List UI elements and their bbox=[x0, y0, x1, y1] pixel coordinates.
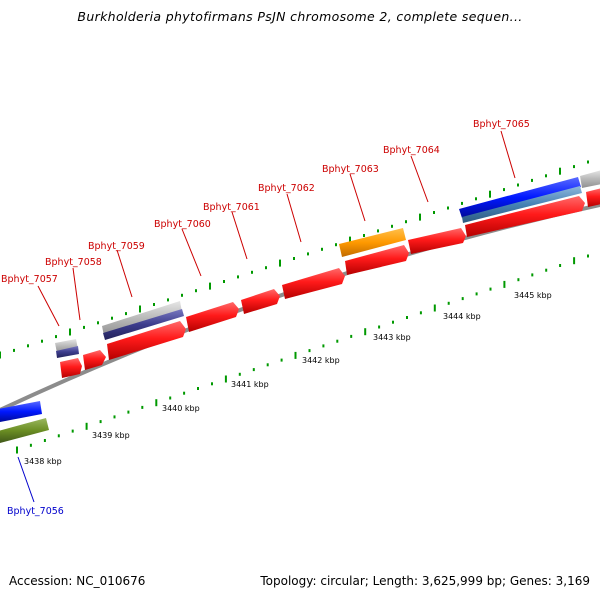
gene-label-bphyt-7062[interactable]: Bphyt_7062 bbox=[258, 183, 315, 243]
gene-label-bphyt-7056[interactable]: Bphyt_7056 bbox=[7, 456, 64, 517]
svg-text:Bphyt_7058: Bphyt_7058 bbox=[45, 257, 102, 268]
gene-label-bphyt-7057[interactable]: Bphyt_7057 bbox=[1, 274, 60, 327]
gene-label-bphyt-7059[interactable]: Bphyt_7059 bbox=[88, 241, 145, 298]
svg-text:Bphyt_7064: Bphyt_7064 bbox=[383, 145, 440, 156]
cds-bphyt-7060[interactable] bbox=[186, 302, 239, 332]
svg-text:Bphyt_7062: Bphyt_7062 bbox=[258, 183, 315, 194]
gene-label-bphyt-7064[interactable]: Bphyt_7064 bbox=[383, 145, 440, 203]
tick-row-outer bbox=[0, 160, 589, 359]
scale-label-3438: 3438 kbp bbox=[24, 457, 62, 466]
gene-label-bphyt-7060[interactable]: Bphyt_7060 bbox=[154, 219, 211, 277]
map-title: Burkholderia phytofirmans PsJN chromosom… bbox=[77, 9, 523, 24]
feature-bphyt-7063[interactable] bbox=[339, 228, 406, 257]
gene-label-bphyt-7065[interactable]: Bphyt_7065 bbox=[473, 119, 530, 179]
cds-bphyt-7058[interactable] bbox=[83, 350, 106, 370]
cds-bphyt-7064[interactable] bbox=[408, 228, 466, 254]
svg-text:Bphyt_7056: Bphyt_7056 bbox=[7, 506, 64, 517]
cds-bphyt-7059[interactable] bbox=[107, 321, 186, 360]
cds-bphyt-7065[interactable] bbox=[465, 196, 585, 237]
backbone-line bbox=[0, 203, 600, 412]
cds-bphyt-7062[interactable] bbox=[282, 268, 345, 299]
svg-text:Bphyt_7060: Bphyt_7060 bbox=[154, 219, 211, 230]
gene-labels: Bphyt_7056 Bphyt_7057 Bphyt_7058 Bphyt_7… bbox=[1, 119, 530, 517]
feature-bphyt-7065[interactable] bbox=[459, 170, 600, 223]
scale-label-3443: 3443 kbp bbox=[373, 333, 411, 342]
svg-text:Bphyt_7063: Bphyt_7063 bbox=[322, 164, 379, 175]
feature-bphyt-7057[interactable] bbox=[55, 339, 79, 358]
svg-text:Bphyt_7059: Bphyt_7059 bbox=[88, 241, 145, 252]
scale-label-3441: 3441 kbp bbox=[231, 380, 269, 389]
gene-label-bphyt-7058[interactable]: Bphyt_7058 bbox=[45, 257, 102, 321]
accession-text: Accession: NC_010676 bbox=[9, 574, 146, 588]
genome-summary-text: Topology: circular; Length: 3,625,999 bp… bbox=[260, 574, 590, 588]
forward-cds-row bbox=[60, 188, 600, 378]
scale-labels: 3438 kbp 3439 kbp 3440 kbp 3441 kbp 3442… bbox=[24, 291, 552, 466]
cds-bphyt-7063[interactable] bbox=[345, 245, 409, 275]
cds-bphyt-7057[interactable] bbox=[60, 358, 82, 378]
scale-label-3444: 3444 kbp bbox=[443, 312, 481, 321]
cds-bphyt-7061[interactable] bbox=[241, 289, 280, 314]
gene-label-bphyt-7061[interactable]: Bphyt_7061 bbox=[203, 202, 260, 260]
svg-text:Bphyt_7061: Bphyt_7061 bbox=[203, 202, 260, 213]
svg-text:Bphyt_7057: Bphyt_7057 bbox=[1, 274, 58, 285]
svg-text:Bphyt_7065: Bphyt_7065 bbox=[473, 119, 530, 130]
scale-label-3440: 3440 kbp bbox=[162, 404, 200, 413]
scale-label-3445: 3445 kbp bbox=[514, 291, 552, 300]
cds-right-edge[interactable] bbox=[586, 188, 600, 207]
scale-label-3442: 3442 kbp bbox=[302, 356, 340, 365]
feature-bphyt-7059[interactable] bbox=[102, 301, 184, 340]
scale-label-3439: 3439 kbp bbox=[92, 431, 130, 440]
feature-bphyt-7056[interactable] bbox=[0, 401, 49, 443]
gene-label-bphyt-7063[interactable]: Bphyt_7063 bbox=[322, 164, 379, 222]
tick-row-inner bbox=[16, 254, 589, 454]
